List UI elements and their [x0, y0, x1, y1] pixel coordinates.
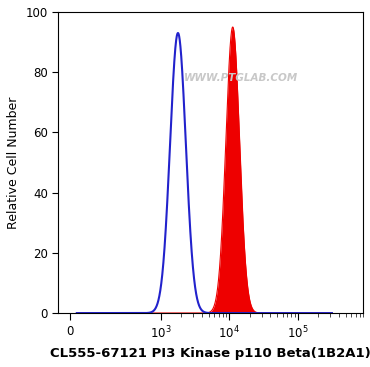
X-axis label: CL555-67121 PI3 Kinase p110 Beta(1B2A1): CL555-67121 PI3 Kinase p110 Beta(1B2A1) [50, 347, 370, 360]
Y-axis label: Relative Cell Number: Relative Cell Number [7, 96, 20, 229]
Text: WWW.PTGLAB.COM: WWW.PTGLAB.COM [184, 73, 298, 83]
